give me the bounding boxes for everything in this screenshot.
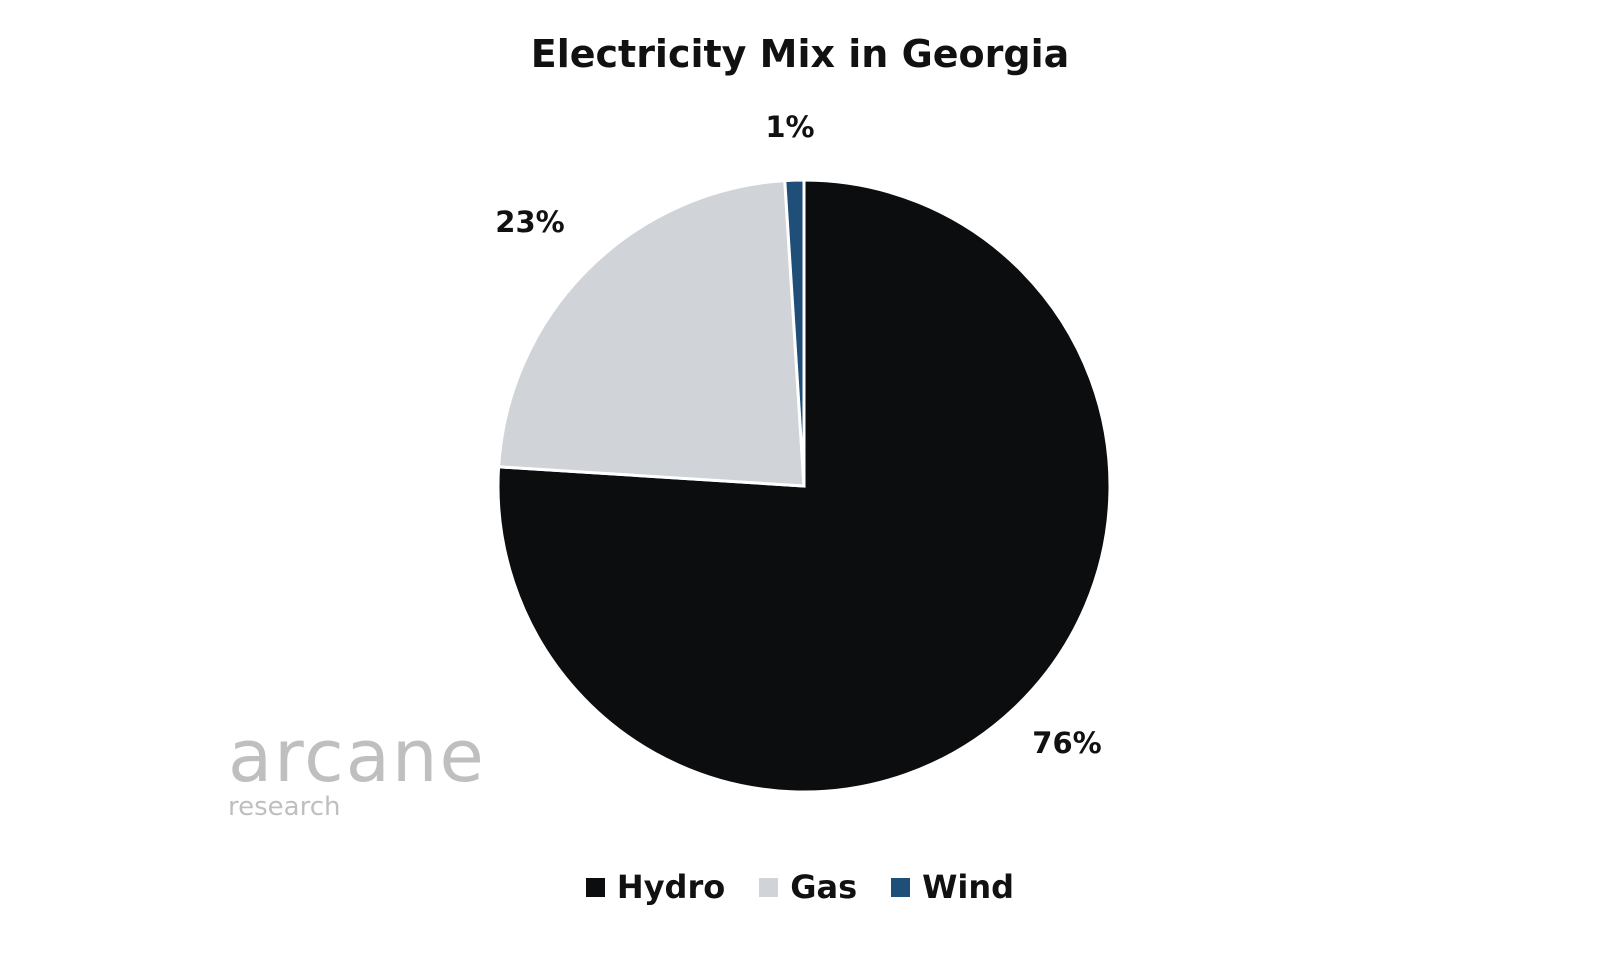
legend-label: Wind [922, 868, 1015, 906]
data-label-gas: 23% [495, 205, 564, 239]
legend-item-wind: Wind [891, 868, 1014, 906]
legend: Hydro Gas Wind [0, 868, 1600, 906]
legend-label: Hydro [616, 868, 726, 906]
pie-slice-wind [783, 178, 806, 487]
data-label-wind: 1% [765, 110, 814, 144]
legend-label: Gas [790, 868, 858, 906]
legend-item-gas: Gas [759, 868, 857, 906]
chart-title: Electricity Mix in Georgia [530, 32, 1070, 76]
legend-item-hydro: Hydro [585, 868, 726, 906]
logo-text: arcane [228, 714, 486, 798]
legend-swatch [759, 877, 779, 897]
pie-slice-gas [497, 179, 806, 488]
legend-swatch [891, 877, 911, 897]
legend-swatch [585, 877, 605, 897]
data-label-hydro: 76% [1032, 726, 1101, 760]
arcane-research-logo: arcane research [228, 720, 486, 822]
logo-subtext: research [228, 792, 341, 822]
